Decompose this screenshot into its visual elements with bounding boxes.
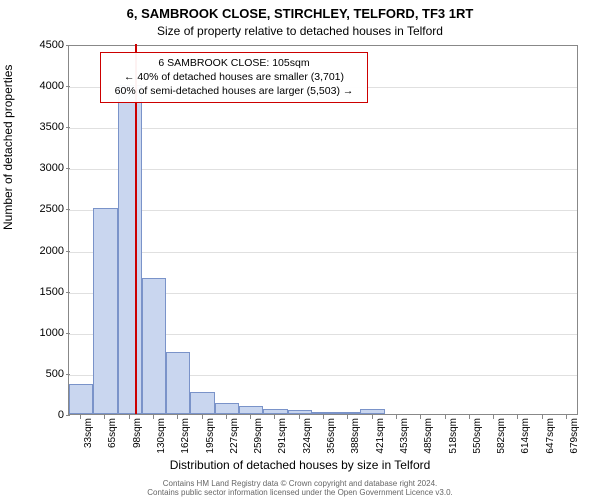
annotation-box: 6 SAMBROOK CLOSE: 105sqm ← 40% of detach… xyxy=(100,52,368,103)
chart-title-line1: 6, SAMBROOK CLOSE, STIRCHLEY, TELFORD, T… xyxy=(0,6,600,21)
y-tick-label: 3000 xyxy=(24,162,64,174)
x-tick-mark xyxy=(566,415,567,419)
x-tick-mark xyxy=(250,415,251,419)
x-tick-mark xyxy=(299,415,300,419)
x-tick-mark xyxy=(80,415,81,419)
chart-title-line2: Size of property relative to detached ho… xyxy=(0,24,600,38)
y-tick-label: 0 xyxy=(24,409,64,421)
x-tick-mark xyxy=(493,415,494,419)
x-tick-mark xyxy=(202,415,203,419)
x-tick-label: 518sqm xyxy=(448,418,459,454)
histogram-bar xyxy=(69,384,93,414)
y-tick-label: 500 xyxy=(24,368,64,380)
y-tick-label: 1500 xyxy=(24,286,64,298)
gridline xyxy=(69,252,577,253)
annotation-line1: 6 SAMBROOK CLOSE: 105sqm xyxy=(107,56,361,70)
footer-line2: Contains public sector information licen… xyxy=(0,488,600,498)
x-tick-label: 65sqm xyxy=(107,418,118,448)
x-tick-label: 259sqm xyxy=(253,418,264,454)
x-tick-label: 356sqm xyxy=(326,418,337,454)
gridline xyxy=(69,128,577,129)
histogram-bar xyxy=(336,412,360,414)
x-tick-label: 582sqm xyxy=(496,418,507,454)
x-tick-label: 162sqm xyxy=(180,418,191,454)
x-tick-mark xyxy=(420,415,421,419)
x-tick-label: 421sqm xyxy=(375,418,386,454)
y-axis-label: Number of detached properties xyxy=(1,65,15,230)
x-tick-mark xyxy=(445,415,446,419)
y-tick-label: 2500 xyxy=(24,203,64,215)
chart-container: 6, SAMBROOK CLOSE, STIRCHLEY, TELFORD, T… xyxy=(0,0,600,500)
histogram-bar xyxy=(166,352,190,414)
x-tick-mark xyxy=(396,415,397,419)
x-tick-label: 453sqm xyxy=(399,418,410,454)
x-tick-mark xyxy=(177,415,178,419)
x-tick-mark xyxy=(517,415,518,419)
x-tick-label: 130sqm xyxy=(156,418,167,454)
x-tick-mark xyxy=(542,415,543,419)
footer-attribution: Contains HM Land Registry data © Crown c… xyxy=(0,479,600,498)
y-tick-label: 3500 xyxy=(24,121,64,133)
gridline xyxy=(69,169,577,170)
x-tick-mark xyxy=(323,415,324,419)
x-tick-label: 550sqm xyxy=(472,418,483,454)
x-axis-label: Distribution of detached houses by size … xyxy=(0,458,600,472)
x-tick-mark xyxy=(226,415,227,419)
x-tick-label: 647sqm xyxy=(545,418,556,454)
x-tick-label: 614sqm xyxy=(520,418,531,454)
x-tick-mark xyxy=(153,415,154,419)
histogram-bar xyxy=(288,410,312,414)
x-tick-label: 195sqm xyxy=(205,418,216,454)
y-tick-label: 4500 xyxy=(24,39,64,51)
annotation-line3: 60% of semi-detached houses are larger (… xyxy=(107,84,361,98)
x-tick-mark xyxy=(274,415,275,419)
footer-line1: Contains HM Land Registry data © Crown c… xyxy=(0,479,600,489)
x-tick-mark xyxy=(469,415,470,419)
x-tick-mark xyxy=(347,415,348,419)
gridline xyxy=(69,210,577,211)
histogram-bar xyxy=(215,403,239,414)
x-tick-mark xyxy=(129,415,130,419)
x-tick-label: 679sqm xyxy=(569,418,580,454)
x-tick-label: 324sqm xyxy=(302,418,313,454)
x-tick-mark xyxy=(372,415,373,419)
x-tick-label: 388sqm xyxy=(350,418,361,454)
histogram-bar xyxy=(118,85,142,414)
histogram-bar xyxy=(360,409,385,414)
histogram-bar xyxy=(93,208,118,414)
x-tick-label: 485sqm xyxy=(423,418,434,454)
histogram-bar xyxy=(190,392,215,414)
x-tick-label: 291sqm xyxy=(277,418,288,454)
x-tick-label: 98sqm xyxy=(132,418,143,448)
histogram-bar xyxy=(239,406,263,414)
y-tick-label: 2000 xyxy=(24,245,64,257)
annotation-line2: ← 40% of detached houses are smaller (3,… xyxy=(107,70,361,84)
histogram-bar xyxy=(263,409,288,414)
x-tick-label: 33sqm xyxy=(83,418,94,448)
x-tick-label: 227sqm xyxy=(229,418,240,454)
histogram-bar xyxy=(312,412,336,414)
x-tick-mark xyxy=(104,415,105,419)
y-tick-label: 4000 xyxy=(24,80,64,92)
histogram-bar xyxy=(142,278,166,414)
y-tick-label: 1000 xyxy=(24,327,64,339)
